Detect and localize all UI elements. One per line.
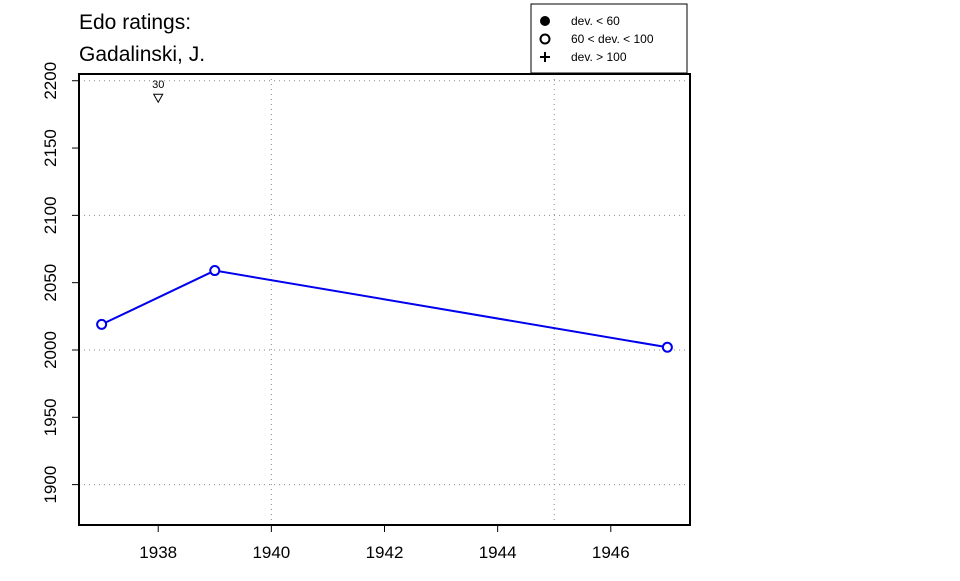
legend-label: 60 < dev. < 100 [571, 32, 654, 46]
data-point [96, 318, 108, 330]
data-point [209, 265, 221, 277]
grid [79, 74, 690, 525]
chart-subtitle: Gadalinski, J. [79, 43, 205, 66]
annotation-label: 30 [152, 79, 164, 91]
series-line [101, 269, 668, 349]
legend-label: dev. < 60 [571, 14, 620, 28]
x-tick-label: 1944 [479, 543, 517, 562]
x-tick-label: 1946 [592, 543, 630, 562]
x-tick-label: 1942 [366, 543, 404, 562]
annotation-layer: 30 [152, 79, 164, 104]
axes: 1938 1940 1942 1944 1946 1900 1950 2000 2050 2100… [41, 62, 630, 562]
legend: dev. < 60 60 < dev. < 100 dev. > 100 [530, 3, 688, 74]
x-tick-label: 1940 [252, 543, 290, 562]
data-point [661, 341, 673, 353]
x-tick-label: 1938 [139, 543, 177, 562]
legend-marker [540, 16, 550, 26]
chart-title: Edo ratings: [79, 11, 191, 34]
legend-marker [539, 33, 551, 45]
annotation-marker [152, 93, 164, 104]
legend-label: dev. > 100 [571, 50, 627, 64]
y-tick-label: 2050 [41, 264, 60, 302]
plot-frame [78, 73, 691, 526]
y-tick-label: 1950 [41, 398, 60, 436]
series-layer [96, 265, 673, 353]
legend-marker [540, 52, 550, 62]
y-tick-label: 2150 [41, 129, 60, 167]
legend-box [530, 3, 688, 74]
y-tick-label: 2100 [41, 196, 60, 234]
y-tick-label: 2000 [41, 331, 60, 369]
y-tick-label: 2200 [41, 62, 60, 100]
y-tick-label: 1900 [41, 466, 60, 504]
